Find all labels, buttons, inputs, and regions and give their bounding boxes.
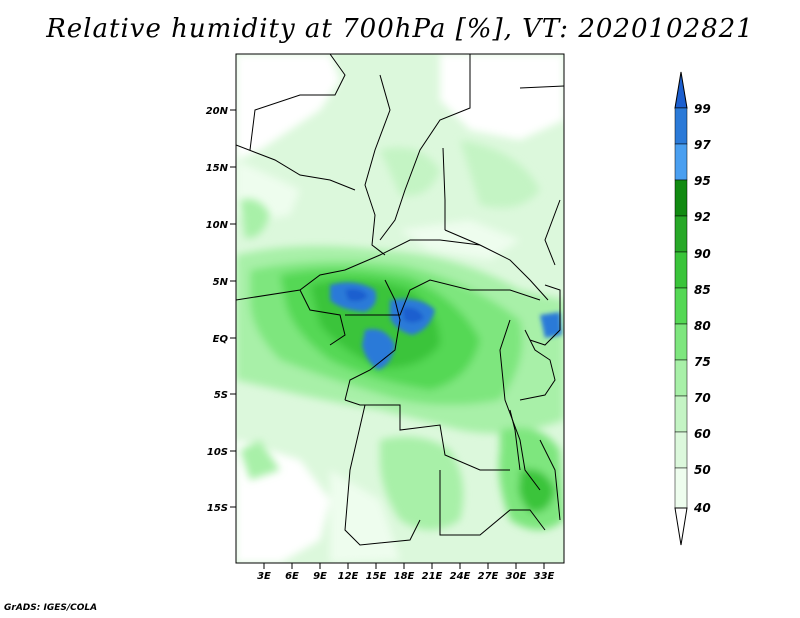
colorbar-segment [674,251,688,289]
colorbar-label: 75 [694,355,711,369]
colorbar-label: 40 [693,501,711,515]
colorbar-bottom-arrow [674,507,688,546]
colorbar-label: 60 [694,427,711,441]
lat-label: 5N [213,277,229,288]
colorbar-label: 90 [694,247,711,261]
colorbar-segment [674,395,688,433]
lat-label: 15N [206,163,229,174]
colorbar-segment [674,287,688,325]
lon-label: 12E [338,571,359,582]
lat-label: 15S [207,503,228,514]
colorbar-segment [674,323,688,361]
lon-label: 30E [506,571,527,582]
lat-label: 5S [214,390,228,401]
longitude-axis: 3E 6E 9E 12E 15E 18E 21E 24E 27E 30E 33E [257,563,555,582]
lon-label: 9E [313,571,327,582]
colorbar-segment [674,179,688,217]
lat-label: 10N [206,220,229,231]
colorbar-label: 50 [694,463,711,477]
map-frame [235,53,565,564]
lat-label: 20N [206,106,229,117]
lat-label: EQ [213,334,229,345]
colorbar-segment [674,467,688,509]
lon-label: 21E [422,571,443,582]
humidity-field [236,54,564,563]
colorbar-segment [674,143,688,181]
colorbar-label: 95 [694,174,711,188]
colorbar-label: 99 [694,102,711,116]
colorbar-segment [674,215,688,253]
lon-label: 6E [285,571,299,582]
colorbar-segment [674,359,688,397]
colorbar-segment [674,431,688,469]
colorbar: 99 97 95 92 90 85 80 75 70 60 50 40 [674,71,711,546]
grads-credit: GrADS: IGES/COLA [4,603,98,613]
colorbar-label: 97 [694,138,711,152]
lon-label: 33E [534,571,555,582]
colorbar-label: 85 [694,283,711,297]
lon-label: 24E [450,571,471,582]
lon-label: 15E [366,571,387,582]
colorbar-top-arrow [674,71,688,109]
colorbar-label: 92 [694,210,711,224]
colorbar-segment [674,107,688,145]
lat-label: 10S [207,447,228,458]
colorbar-label: 80 [694,319,711,333]
colorbar-label: 70 [694,391,711,405]
lon-label: 18E [394,571,415,582]
lon-label: 27E [478,571,499,582]
chart-title: Relative humidity at 700hPa [%], VT: 202… [46,14,754,44]
lon-label: 3E [257,571,271,582]
latitude-axis: 20N 15N 10N 5N EQ 5S 10S 15S [206,106,236,514]
